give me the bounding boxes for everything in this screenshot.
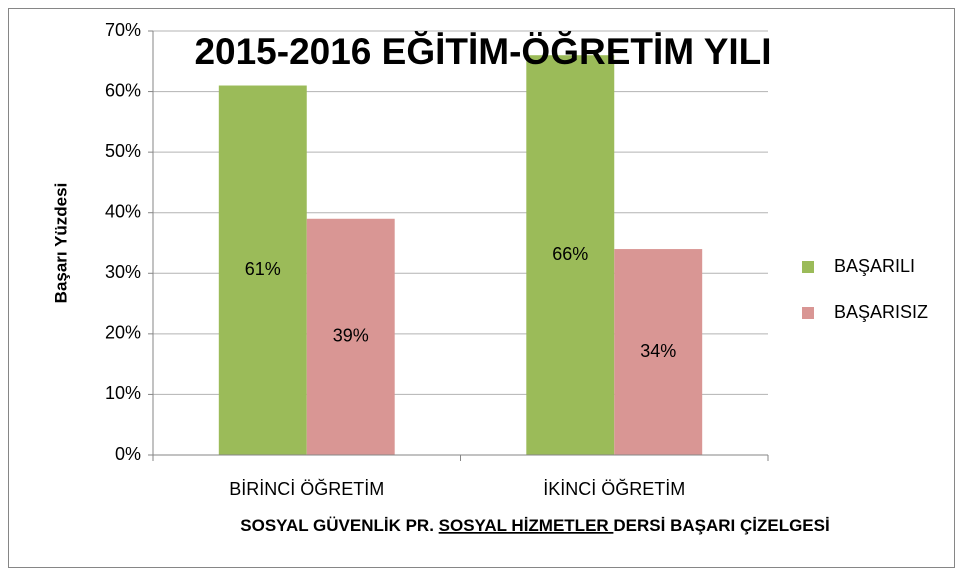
- bar: [526, 55, 615, 455]
- chart-frame: [8, 8, 955, 568]
- y-tick-label: 30%: [105, 262, 141, 282]
- x-tick-label: İKİNCİ ÖĞRETİM: [543, 478, 685, 499]
- bar: [306, 218, 395, 455]
- y-tick-label: 20%: [105, 323, 141, 343]
- chart-title: 2015-2016 EĞİTİM-ÖĞRETİM YILI: [194, 31, 771, 72]
- y-axis-label: Başarı Yüzdesi: [51, 183, 70, 304]
- x-axis-label-part: SOSYAL GÜVENLİK PR.: [240, 516, 438, 535]
- legend-label: BAŞARILI: [834, 256, 915, 276]
- bar: [218, 85, 307, 455]
- x-axis-label: SOSYAL GÜVENLİK PR. SOSYAL HİZMETLER DER…: [240, 516, 829, 535]
- y-tick-label: 0%: [115, 444, 141, 464]
- y-tick-label: 50%: [105, 141, 141, 161]
- x-axis-label-part: DERSİ BAŞARI ÇİZELGESİ: [613, 516, 829, 535]
- data-label: 39%: [333, 326, 369, 346]
- data-label: 66%: [552, 244, 588, 264]
- x-tick-label: BİRİNCİ ÖĞRETİM: [229, 478, 384, 499]
- legend-swatch: [802, 307, 814, 319]
- legend-label: BAŞARISIZ: [834, 302, 928, 322]
- data-label: 61%: [245, 259, 281, 279]
- y-tick-label: 70%: [105, 20, 141, 40]
- bar: [614, 249, 703, 455]
- data-label: 34%: [640, 341, 676, 361]
- y-tick-label: 60%: [105, 80, 141, 100]
- y-tick-label: 40%: [105, 201, 141, 221]
- legend-swatch: [802, 261, 814, 273]
- y-tick-label: 10%: [105, 383, 141, 403]
- x-axis-label-part: SOSYAL HİZMETLER: [439, 516, 614, 535]
